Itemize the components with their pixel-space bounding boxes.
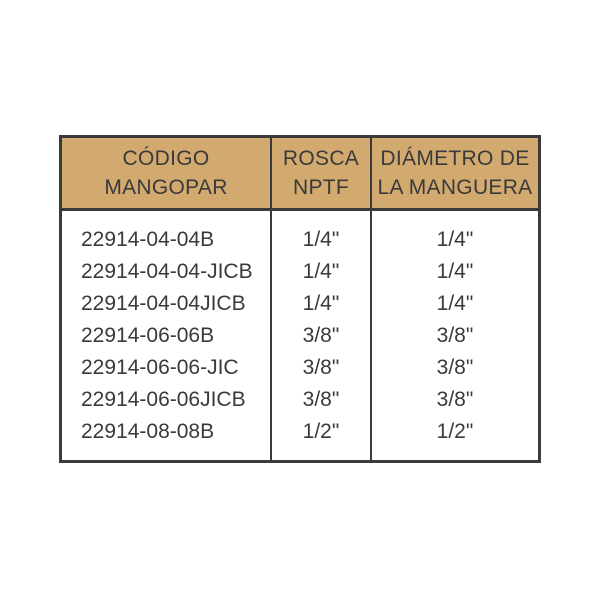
table-body: 22914-04-04B 22914-04-04-JICB 22914-04-0… xyxy=(62,211,538,460)
header-codigo-line1: CÓDIGO xyxy=(122,147,210,170)
cell-diametro: 1/4" xyxy=(436,228,474,251)
header-diametro-line2: LA MANGUERA xyxy=(377,176,533,199)
column-diametro: 1/4" 1/4" 1/4" 3/8" 3/8" 3/8" 1/2" xyxy=(370,211,538,460)
cell-rosca: 3/8" xyxy=(302,356,340,379)
cell-rosca: 1/4" xyxy=(302,292,340,315)
cell-rosca: 1/4" xyxy=(302,228,340,251)
cell-rosca: 1/2" xyxy=(302,420,340,443)
cell-codigo: 22914-04-04JICB xyxy=(81,292,246,315)
cell-diametro: 1/4" xyxy=(436,260,474,283)
table-header-row: CÓDIGO MANGOPAR ROSCA NPTF DIÁMETRO DE L… xyxy=(62,138,538,211)
cell-diametro: 3/8" xyxy=(436,324,474,347)
cell-codigo: 22914-06-06-JIC xyxy=(81,356,239,379)
header-rosca-line1: ROSCA xyxy=(282,147,360,170)
cell-codigo: 22914-04-04B xyxy=(81,228,215,251)
cell-diametro: 3/8" xyxy=(436,356,474,379)
cell-rosca: 3/8" xyxy=(302,324,340,347)
column-rosca: 1/4" 1/4" 1/4" 3/8" 3/8" 3/8" 1/2" xyxy=(270,211,370,460)
header-diametro-line1: DIÁMETRO DE xyxy=(380,147,530,170)
header-cell-codigo: CÓDIGO MANGOPAR xyxy=(62,138,270,208)
cell-rosca: 1/4" xyxy=(302,260,340,283)
cell-rosca: 3/8" xyxy=(302,388,340,411)
header-cell-diametro: DIÁMETRO DE LA MANGUERA xyxy=(370,138,538,208)
header-codigo-line2: MANGOPAR xyxy=(104,176,228,199)
cell-codigo: 22914-04-04-JICB xyxy=(81,260,253,283)
column-codigo: 22914-04-04B 22914-04-04-JICB 22914-04-0… xyxy=(62,211,270,460)
cell-diametro: 1/4" xyxy=(436,292,474,315)
cell-codigo: 22914-08-08B xyxy=(81,420,215,443)
cell-diametro: 1/2" xyxy=(436,420,474,443)
cell-codigo: 22914-06-06B xyxy=(81,324,215,347)
header-rosca-line2: NPTF xyxy=(292,176,350,199)
product-table: CÓDIGO MANGOPAR ROSCA NPTF DIÁMETRO DE L… xyxy=(59,135,541,463)
header-cell-rosca: ROSCA NPTF xyxy=(270,138,370,208)
cell-codigo: 22914-06-06JICB xyxy=(81,388,246,411)
cell-diametro: 3/8" xyxy=(436,388,474,411)
